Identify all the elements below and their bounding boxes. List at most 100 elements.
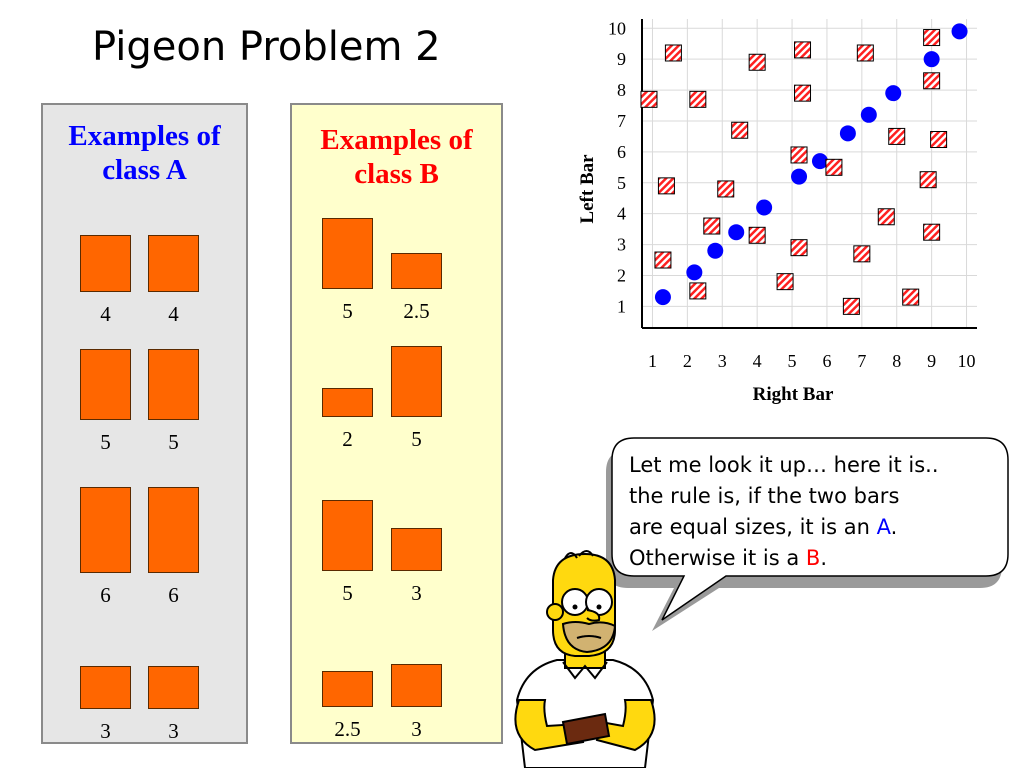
class-a-title-line2: class A: [102, 154, 187, 186]
x-tick-7: 7: [857, 351, 866, 371]
slide-title: Pigeon Problem 2: [92, 24, 441, 70]
class-b-example-1-left-bar: [322, 217, 373, 289]
class-b-point-22: [888, 127, 906, 145]
x-tick-8: 8: [892, 351, 901, 371]
class-b-point-28: [930, 131, 948, 149]
class-b-example-4-right-label: 3: [411, 717, 422, 741]
class-a-example-1-right-label: 4: [168, 302, 179, 326]
x-tick-5: 5: [788, 351, 797, 371]
speech-line1: Let me look it up… here it is..: [629, 453, 939, 477]
y-tick-5: 5: [617, 173, 626, 193]
class-b-point-2: [664, 44, 682, 62]
plot-axes: [641, 19, 977, 329]
speech-line2: the rule is, if the two bars: [629, 484, 900, 508]
x-tick-9: 9: [927, 351, 936, 371]
class-a-point-3: [707, 242, 724, 259]
speech-line3-end: .: [890, 515, 898, 539]
class-b-example-1-right-bar: [391, 253, 442, 289]
class-a-point-10: [885, 85, 902, 102]
y-axis-title: Left Bar: [577, 154, 598, 224]
speech-text: Let me look it up… here it is.. the rule…: [629, 450, 989, 574]
class-a-point-2: [686, 264, 703, 281]
class-a-example-4-left-label: 3: [100, 719, 111, 743]
class-b-point-21: [877, 208, 895, 226]
y-tick-7: 7: [617, 111, 626, 131]
class-b-point-10: [748, 226, 766, 244]
class-a-point-11: [923, 51, 940, 68]
class-b-example-2-right-label: 5: [411, 427, 422, 451]
class-b-point-23: [902, 288, 920, 306]
class-b-example-1-left-label: 5: [342, 299, 353, 323]
y-tick-8: 8: [617, 80, 626, 100]
class-a-point-1: [654, 289, 671, 306]
class-b-title-line2: class B: [354, 158, 439, 190]
class-a-example-2-right-bar: [148, 348, 199, 420]
class-a-example-3-right-label: 6: [168, 583, 179, 607]
y-tick-10: 10: [608, 18, 626, 38]
y-tick-6: 6: [617, 142, 626, 162]
speech-class-a: A: [876, 515, 891, 539]
class-b-point-16: [794, 84, 812, 102]
class-a-panel: Examples of class A 4 4 5 5 6 6 3 3: [41, 103, 248, 744]
class-b-point-8: [717, 180, 735, 198]
class-a-example-3-left-label: 6: [100, 583, 111, 607]
class-a-title-line1: Examples of: [68, 120, 221, 152]
speech-class-b: B: [805, 546, 821, 570]
y-tick-9: 9: [617, 49, 626, 69]
x-tick-4: 4: [753, 351, 762, 371]
x-axis-title: Right Bar: [753, 384, 834, 405]
class-a-example-1-right-bar: [148, 234, 199, 292]
class-a-example-2-left-label: 5: [100, 430, 111, 454]
speech-line4-end: .: [820, 546, 828, 570]
class-a-example-2-left-bar: [80, 348, 131, 420]
class-a-example-4-right-label: 3: [168, 719, 179, 743]
x-tick-2: 2: [683, 351, 692, 371]
class-b-point-25: [923, 29, 941, 47]
class-b-point-15: [794, 41, 812, 59]
class-b-point-19: [853, 245, 871, 263]
class-b-title-line1: Examples of: [320, 124, 473, 156]
class-b-point-24: [919, 171, 937, 189]
class-b-example-2-left-label: 2: [342, 427, 353, 451]
class-b-point-9: [731, 121, 749, 139]
class-a-example-4-left-bar: [80, 666, 131, 709]
class-b-point-1: [657, 177, 675, 195]
class-b-point-12: [776, 273, 794, 291]
y-tick-labels: 1 2 3 4 5 6 7 8 9 10: [608, 18, 626, 316]
class-a-example-1-left-label: 4: [100, 302, 111, 326]
class-a-example-1-left-bar: [80, 234, 131, 292]
class-a-example-3-right-bar: [148, 487, 199, 573]
x-tick-labels: 1 2 3 4 5 6 7 8 9 10: [648, 351, 976, 371]
class-b-example-3-left-bar: [322, 499, 373, 571]
class-b-point-18: [842, 297, 860, 315]
class-b-example-4-right-bar: [391, 664, 442, 707]
class-b-example-4-left-label: 2.5: [334, 717, 361, 741]
scatter-plot: 1 2 3 4 5 6 7 8 9 10 1 2 3 4 5 6 7 8 9 10 Right Bar Left B…: [577, 18, 977, 405]
class-a-example-2-right-label: 5: [168, 430, 179, 454]
class-b-example-2-left-bar: [322, 388, 373, 417]
class-a-point-6: [791, 168, 808, 185]
class-b-point-11: [748, 53, 766, 71]
x-tick-6: 6: [822, 351, 831, 371]
y-tick-4: 4: [617, 204, 626, 224]
class-b-example-4-left-bar: [322, 671, 373, 707]
class-b-point-4: [640, 90, 658, 108]
x-tick-1: 1: [648, 351, 657, 371]
y-tick-3: 3: [617, 235, 626, 255]
cartoon-character-illustration: [514, 550, 656, 768]
class-a-title: Examples of class A: [43, 119, 246, 187]
class-a-point-7: [811, 153, 828, 170]
class-b-point-26: [923, 72, 941, 90]
class-b-example-2-right-bar: [391, 345, 442, 417]
class-b-example-3-right-bar: [391, 528, 442, 571]
class-b-example-3-right-label: 3: [411, 581, 422, 605]
speech-line4-text: Otherwise it is a: [629, 546, 806, 570]
class-a-point-5: [756, 199, 773, 216]
class-a-example-4-right-bar: [148, 666, 199, 709]
class-b-point-3: [654, 251, 672, 269]
class-b-point-20: [856, 44, 874, 62]
class-b-point-27: [923, 223, 941, 241]
class-b-point-14: [790, 146, 808, 164]
y-tick-2: 2: [617, 265, 626, 285]
class-a-point-12: [951, 23, 968, 40]
